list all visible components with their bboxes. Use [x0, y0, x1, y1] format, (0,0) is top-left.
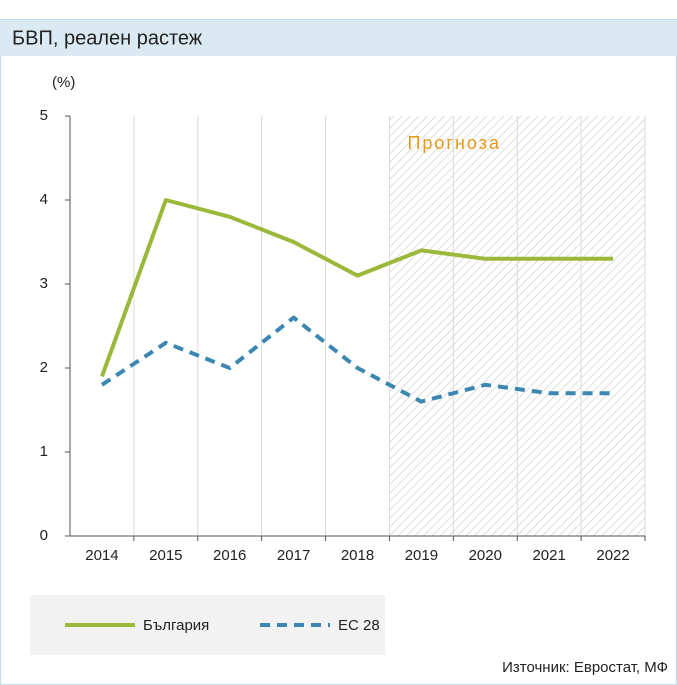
chart-title: БВП, реален растеж — [12, 27, 203, 49]
x-tick-label: 2019 — [405, 547, 438, 564]
y-tick-label: 3 — [40, 275, 48, 292]
source: Източник: Евростат, МФ — [502, 659, 668, 676]
y-axis-label: (%) — [52, 74, 75, 91]
y-tick-label: 2 — [40, 359, 48, 376]
title-bar — [0, 20, 677, 56]
legend-label: ЕС 28 — [338, 617, 380, 634]
y-tick-label: 1 — [40, 443, 48, 460]
x-tick-label: 2022 — [596, 547, 629, 564]
series-line — [100, 315, 614, 404]
y-tick-label: 4 — [40, 191, 48, 208]
x-tick-label: 2016 — [213, 547, 246, 564]
x-tick-label: 2021 — [532, 547, 565, 564]
y-tick-label: 0 — [40, 527, 48, 544]
x-tick-label: 2020 — [469, 547, 502, 564]
x-tick-label: 2015 — [149, 547, 182, 564]
forecast-label: Прогноза — [407, 133, 501, 153]
y-tick-label: 5 — [40, 107, 48, 124]
x-tick-label: 2017 — [277, 547, 310, 564]
series-line — [100, 198, 614, 378]
x-tick-label: 2018 — [341, 547, 374, 564]
x-tick-label: 2014 — [85, 547, 118, 564]
legend-label: България — [143, 617, 209, 634]
